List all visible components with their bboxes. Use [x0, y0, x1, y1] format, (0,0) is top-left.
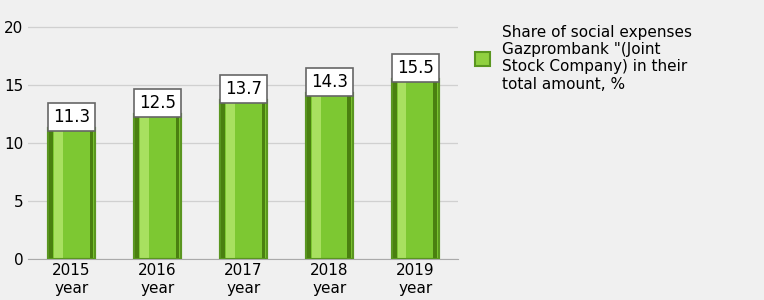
Bar — [226, 100, 235, 259]
Bar — [135, 114, 139, 259]
Bar — [134, 114, 181, 259]
Bar — [398, 79, 406, 259]
Bar — [306, 93, 353, 259]
Bar — [222, 100, 225, 259]
Text: 11.3: 11.3 — [53, 108, 90, 126]
Bar — [176, 114, 180, 259]
Bar — [392, 79, 439, 259]
Bar — [134, 114, 181, 259]
Bar — [48, 128, 95, 259]
Text: 13.7: 13.7 — [225, 80, 262, 98]
Bar — [48, 128, 95, 259]
Legend: Share of social expenses
Gazprombank "(Joint
Stock Company) in their
total amoun: Share of social expenses Gazprombank "(J… — [474, 25, 692, 92]
Bar — [392, 79, 439, 259]
Bar — [306, 93, 353, 259]
Bar — [50, 128, 53, 259]
Text: 12.5: 12.5 — [139, 94, 176, 112]
Bar — [433, 79, 437, 259]
Bar — [307, 93, 311, 259]
Bar — [393, 79, 397, 259]
Bar — [261, 100, 265, 259]
Bar — [220, 100, 267, 259]
Bar — [348, 93, 351, 259]
Bar — [140, 114, 149, 259]
Bar — [54, 128, 63, 259]
Bar — [312, 93, 321, 259]
Text: 15.5: 15.5 — [397, 59, 434, 77]
Bar — [89, 128, 93, 259]
Bar — [220, 100, 267, 259]
Text: 14.3: 14.3 — [311, 73, 348, 91]
